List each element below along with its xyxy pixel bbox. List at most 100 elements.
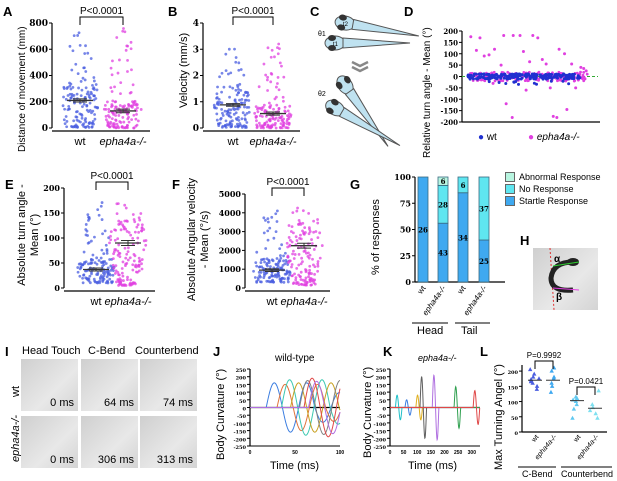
photo-wt-c-bend: 64 ms	[81, 359, 138, 411]
f-sem-bar	[297, 242, 311, 249]
photo-wt-head-touch: 0 ms	[21, 359, 78, 411]
a-sem-bar	[73, 98, 87, 103]
b-data-point	[272, 107, 275, 111]
j-curve	[250, 380, 341, 435]
a-data-point	[93, 113, 96, 116]
d-data-point-mut	[537, 70, 541, 74]
e-data-point	[85, 277, 89, 281]
f-y-tick-label: 5000	[219, 189, 242, 199]
e-y-tick-label: 200	[43, 183, 60, 193]
d-y-tick-label: 50	[448, 61, 458, 70]
a-data-point	[119, 92, 122, 95]
a-data-point	[109, 86, 113, 90]
f-data-point	[308, 230, 312, 233]
f-data-point	[255, 250, 259, 254]
d-data-point-mut	[487, 53, 491, 57]
f-data-point	[266, 220, 270, 224]
d-data-point-mut	[493, 79, 497, 83]
e-data-point	[116, 202, 120, 206]
l-data-point	[570, 415, 575, 420]
b-data-point	[221, 114, 225, 117]
f-data-point	[273, 274, 277, 278]
a-data-point	[114, 100, 118, 103]
d-data-point-mut	[582, 79, 586, 83]
f-data-point	[268, 275, 272, 279]
b-data-point	[240, 101, 244, 105]
e-data-point	[144, 243, 148, 247]
e-data-point	[87, 262, 90, 266]
b-data-point	[237, 91, 240, 94]
alpha-label: α	[554, 254, 561, 265]
b-data-point	[215, 118, 219, 122]
j-x-tick-label: 100	[336, 450, 345, 456]
b-data-point	[238, 98, 241, 102]
b-data-point	[283, 105, 287, 109]
g-bar-label: 6	[461, 181, 466, 190]
d-data-point-mut	[563, 52, 567, 56]
f-data-point	[266, 229, 270, 233]
l-data-point	[549, 383, 555, 388]
a-data-point	[93, 94, 96, 98]
b-data-point	[229, 120, 232, 124]
b-data-point	[242, 73, 246, 77]
f-data-point	[286, 276, 290, 280]
f-data-point	[310, 238, 313, 241]
a-data-point	[104, 118, 108, 122]
k-x-tick-label: 150	[427, 450, 436, 456]
b-data-point	[220, 126, 224, 129]
b-data-point	[281, 119, 284, 123]
l-y-tick-label: 0	[515, 431, 519, 437]
g-group-tail: Tail	[461, 325, 478, 337]
f-data-point	[276, 264, 280, 268]
l-group-counterbend: Counterbend	[561, 469, 614, 479]
b-data-point	[241, 111, 245, 115]
d-data-point-wt	[477, 72, 481, 76]
j-y-tick-label: -50	[237, 414, 247, 420]
a-data-point	[127, 120, 131, 124]
a-y-tick-label: 0	[42, 124, 48, 134]
a-y-tick-label: 400	[29, 72, 48, 82]
e-data-point	[109, 264, 113, 268]
d-data-point-mut	[551, 114, 555, 118]
a-data-point	[91, 109, 95, 113]
d-data-point-mut	[522, 71, 526, 74]
f-data-point	[301, 278, 305, 282]
a-data-point	[129, 47, 133, 51]
b-data-point	[276, 76, 280, 79]
b-data-point	[236, 125, 240, 129]
f-data-point	[287, 236, 291, 239]
b-data-point	[227, 47, 231, 51]
d-data-point-wt	[504, 81, 508, 85]
a-data-point	[114, 118, 118, 122]
d-y-tick-label: 100	[443, 50, 458, 59]
f-data-point	[264, 219, 267, 222]
a-data-point	[77, 119, 81, 123]
d-data-point-mut	[502, 34, 506, 38]
e-data-point	[126, 278, 129, 281]
f-data-point	[299, 262, 303, 266]
f-data-point	[276, 272, 280, 276]
a-data-point	[72, 34, 76, 38]
f-data-point	[270, 258, 274, 262]
d-data-point-mut	[579, 70, 582, 74]
e-data-point	[140, 223, 144, 227]
b-data-point	[255, 125, 259, 128]
a-data-point	[71, 49, 75, 53]
f-data-point	[303, 278, 307, 282]
panel-label-l: L	[480, 344, 488, 359]
a-data-point	[115, 36, 119, 39]
d-data-point-wt	[477, 75, 481, 79]
e-data-point	[128, 256, 132, 260]
e-y-tick-label: 150	[43, 208, 60, 218]
b-data-point	[234, 88, 238, 92]
a-ylabel: Distance of movement (mm)	[17, 26, 28, 152]
f-data-point	[286, 280, 290, 284]
a-data-point	[70, 68, 74, 72]
f-data-point	[299, 278, 303, 281]
f-data-point	[296, 206, 299, 210]
e-data-point	[99, 204, 103, 208]
e-sem-bar	[89, 267, 103, 272]
e-data-point	[123, 246, 127, 250]
e-data-point	[95, 281, 99, 284]
a-data-point	[66, 86, 69, 89]
